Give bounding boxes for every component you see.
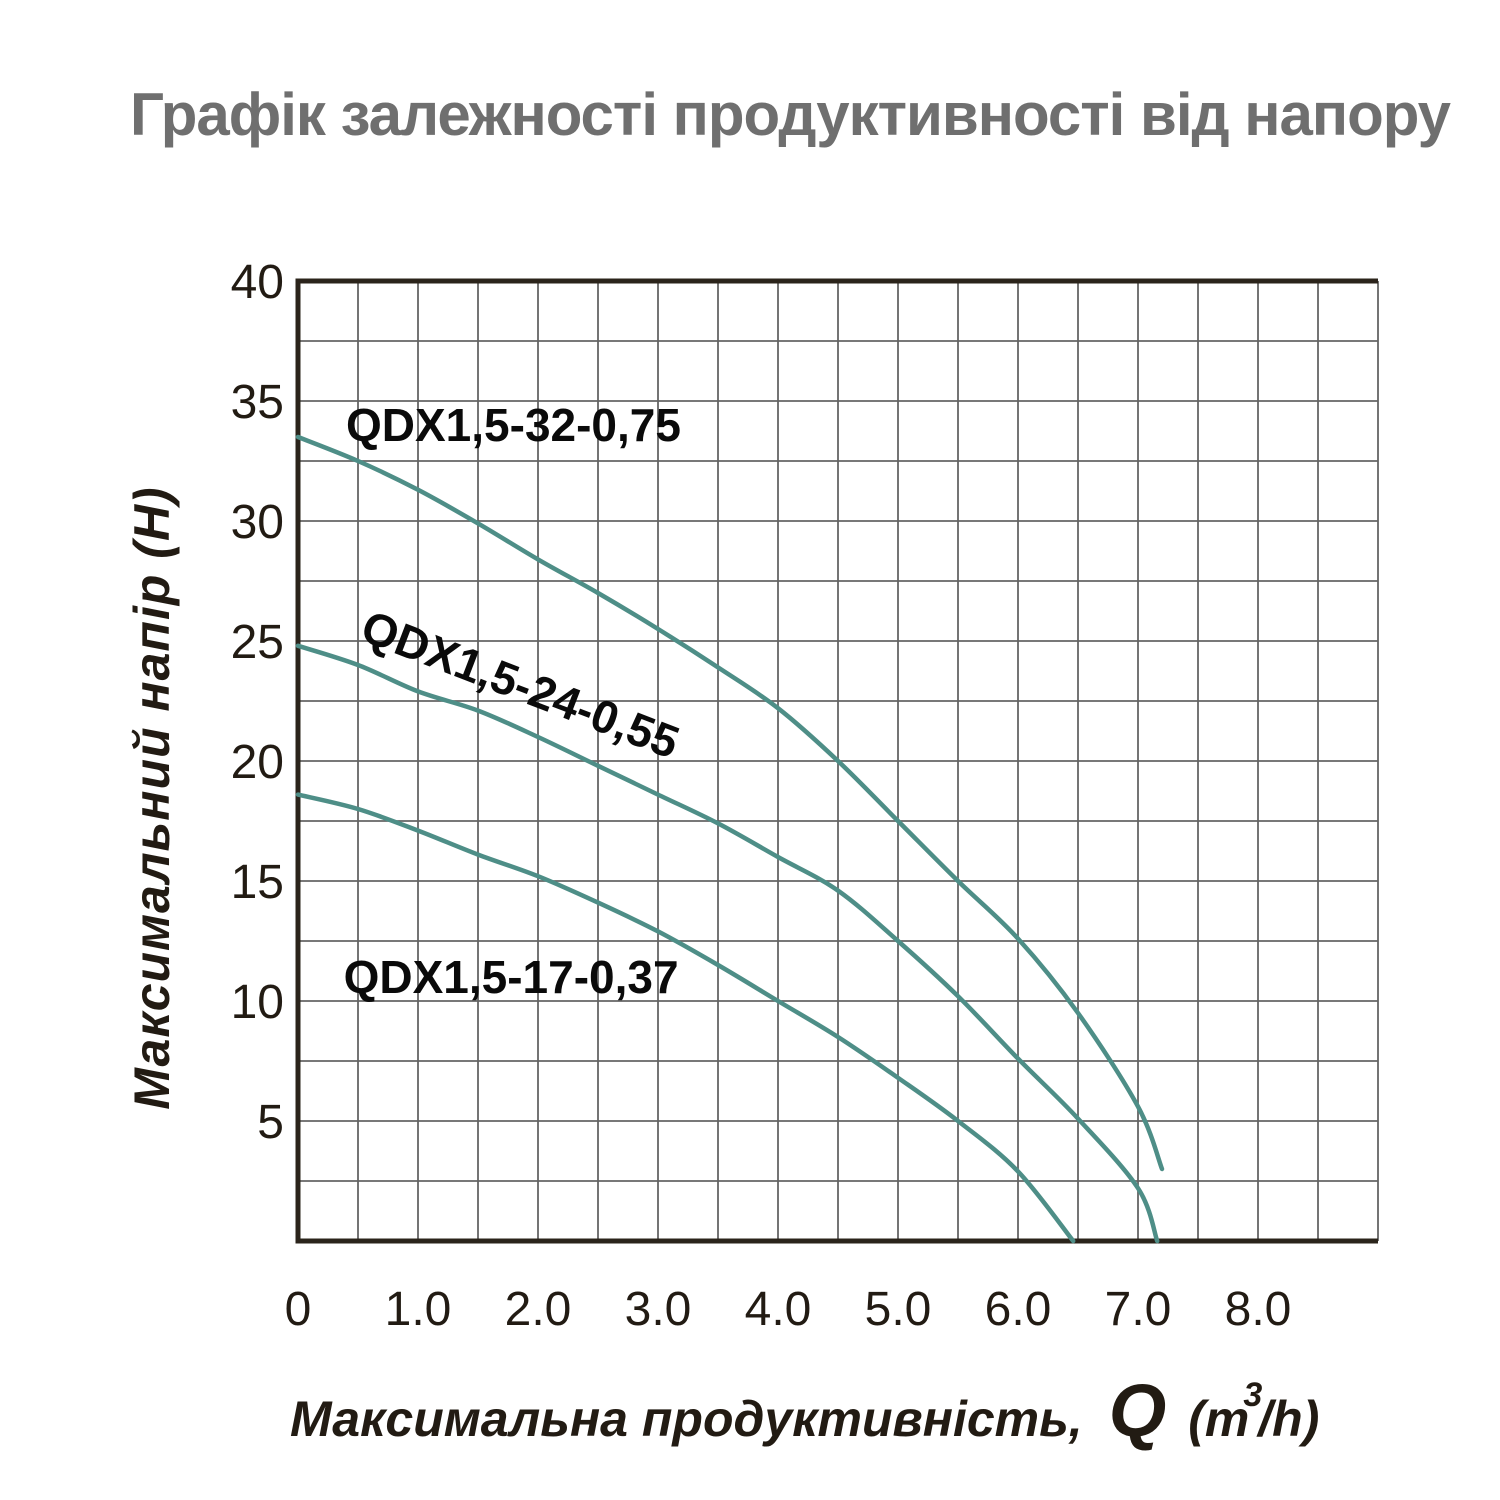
x-axis-unit-exponent: 3 (1243, 1376, 1263, 1414)
curve-label-0: QDX1,5-32-0,75 (346, 399, 681, 451)
chart-title: Графік залежності продуктивності від нап… (130, 81, 1451, 148)
y-tick-label-25: 25 (231, 616, 284, 669)
x-tick-label-2.0: 2.0 (505, 1283, 572, 1336)
y-tick-label-5: 5 (257, 1096, 284, 1149)
x-axis-title: Максимальна продуктивність, Q (m3/h) (290, 1368, 1319, 1453)
y-tick-label-35: 35 (231, 376, 284, 429)
x-tick-label-7.0: 7.0 (1105, 1283, 1172, 1336)
curve-0 (295, 434, 1165, 1172)
x-tick-label-4.0: 4.0 (745, 1283, 812, 1336)
x-axis-title-unit: (m3/h) (1188, 1378, 1320, 1448)
y-tick-label-10: 10 (231, 976, 284, 1029)
x-tick-label-3.0: 3.0 (625, 1283, 692, 1336)
curve-label-2: QDX1,5-17-0,37 (344, 951, 679, 1003)
y-tick-label-15: 15 (231, 856, 284, 909)
x-axis-unit-open: (m (1188, 1391, 1250, 1447)
x-axis-title-q-symbol: Q (1108, 1369, 1167, 1452)
y-tick-label-40: 40 (231, 256, 284, 309)
x-axis-title-text: Максимальна продуктивність, (290, 1391, 1083, 1447)
x-axis-unit-close: /h) (1258, 1391, 1320, 1447)
x-tick-label-0: 0 (285, 1283, 312, 1336)
x-tick-label-8.0: 8.0 (1225, 1283, 1292, 1336)
plot-border (295, 278, 1378, 1244)
curve-1 (295, 643, 1160, 1244)
y-tick-label-20: 20 (231, 736, 284, 789)
curve-2 (295, 792, 1076, 1244)
x-tick-label-5.0: 5.0 (865, 1283, 932, 1336)
x-tick-label-6.0: 6.0 (985, 1283, 1052, 1336)
y-axis-title: Максимальний напір (Н) (124, 486, 180, 1110)
x-tick-label-1.0: 1.0 (385, 1283, 452, 1336)
y-tick-label-30: 30 (231, 496, 284, 549)
